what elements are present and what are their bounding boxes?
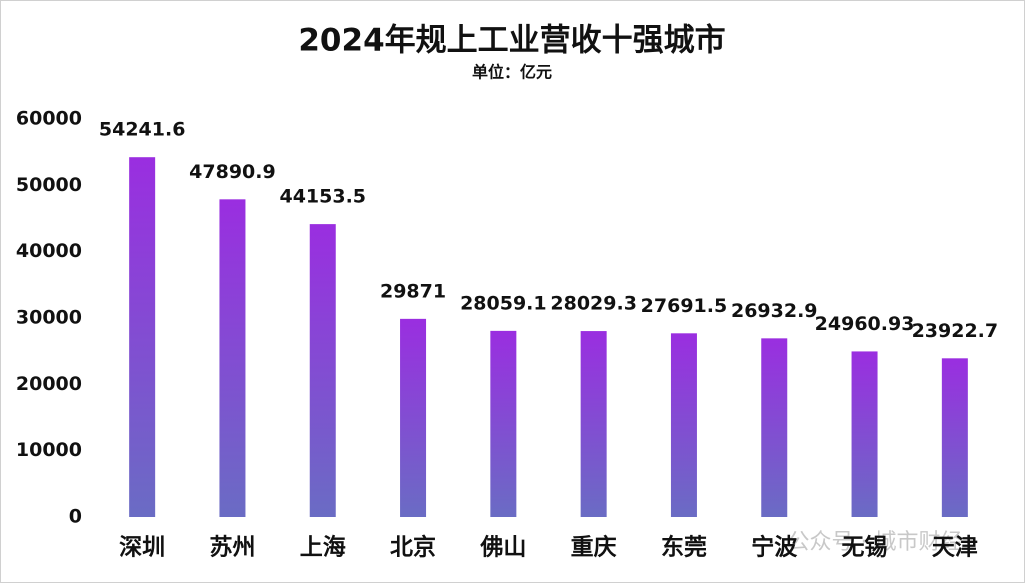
x-tick-label: 重庆 (571, 534, 617, 561)
value-label: 28059.1 (460, 292, 547, 314)
bar (941, 358, 968, 517)
x-tick-label: 东莞 (661, 534, 707, 561)
x-tick-label: 无锡 (842, 535, 888, 561)
value-label: 23922.7 (912, 320, 999, 342)
bar (761, 338, 788, 517)
bar (851, 351, 878, 517)
value-label: 28029.3 (550, 293, 637, 315)
bar (129, 157, 156, 517)
bar (580, 331, 607, 517)
value-label: 47890.9 (189, 161, 276, 183)
x-tick-label: 北京 (390, 534, 436, 561)
y-tick-label: 60000 (16, 108, 82, 130)
bar (309, 224, 336, 517)
x-tick-label: 上海 (300, 534, 346, 561)
bar (670, 333, 697, 517)
bar (400, 318, 427, 517)
y-tick-label: 0 (69, 506, 82, 528)
y-tick-label: 10000 (16, 439, 82, 461)
chart-subtitle: 单位：亿元 (472, 63, 552, 82)
x-tick-label: 天津 (932, 534, 978, 561)
y-tick-label: 20000 (16, 373, 82, 395)
value-label: 29871 (380, 280, 446, 302)
y-tick-label: 40000 (16, 240, 82, 262)
value-label: 54241.6 (99, 119, 186, 141)
watermark: 公众号 · 城市财经 (788, 530, 963, 555)
value-label: 26932.9 (731, 300, 818, 322)
y-tick-label: 30000 (16, 307, 82, 329)
value-label: 44153.5 (279, 186, 366, 208)
x-tick-label: 深圳 (119, 535, 165, 561)
x-tick-label: 苏州 (209, 535, 255, 561)
y-tick-label: 50000 (16, 174, 82, 196)
x-tick-label: 宁波 (751, 534, 798, 561)
value-label: 27691.5 (641, 295, 728, 317)
chart-title: 2024年规上工业营收十强城市 (298, 23, 725, 59)
bar (490, 330, 517, 517)
x-tick-label: 佛山 (479, 535, 526, 561)
value-label: 24960.93 (815, 313, 915, 335)
bar (219, 199, 246, 517)
